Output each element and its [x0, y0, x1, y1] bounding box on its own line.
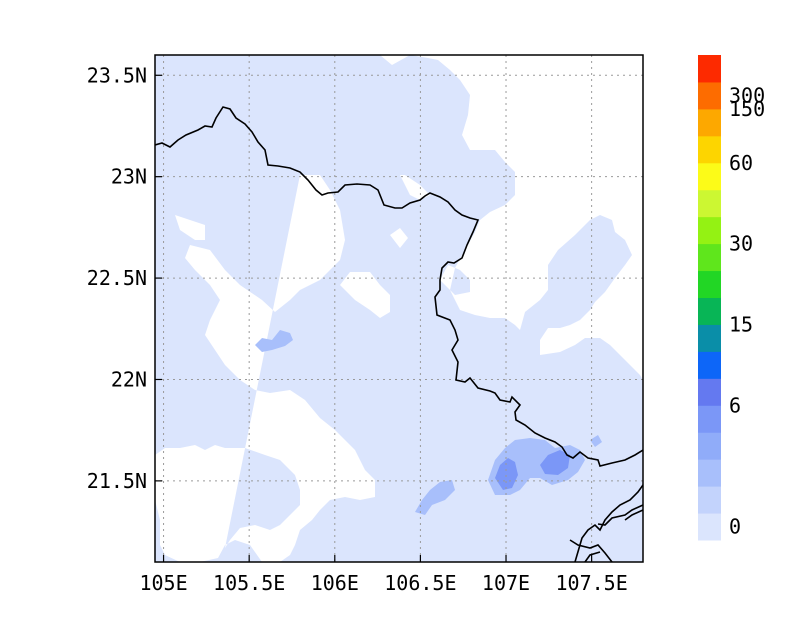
colorbar-swatch [698, 162, 721, 191]
colorbar-swatch [698, 81, 721, 110]
coastline-islands [569, 484, 643, 562]
precip-core-center [415, 480, 455, 515]
colorbar-label: 60 [729, 151, 753, 175]
colorbar-swatch [698, 108, 721, 137]
colorbar-swatch [698, 216, 721, 245]
y-tick-label: 22N [111, 367, 147, 391]
colorbar-swatch [698, 405, 721, 433]
precip-core-east-dot [590, 435, 602, 447]
x-tick-label: 106.5E [384, 571, 456, 595]
y-tick-label: 23.5N [87, 63, 147, 87]
x-axis: 105E 105.5E 106E 106.5E 107E 107.5E [139, 555, 628, 595]
colorbar-swatch [698, 135, 721, 164]
x-tick-label: 105E [139, 571, 187, 595]
x-tick-label: 107E [482, 571, 530, 595]
map-frame [154, 54, 644, 563]
y-axis: 23.5N 23N 22.5N 22N 21.5N [87, 63, 162, 493]
colorbar-swatch [698, 513, 721, 541]
precip-cores [255, 330, 602, 515]
x-tick-label: 107.5E [556, 571, 628, 595]
y-tick-label: 22.5N [87, 266, 147, 290]
colorbar-swatch [698, 270, 721, 298]
colorbar-swatch [698, 459, 721, 487]
colorbar-swatch [698, 486, 721, 514]
graticule [155, 55, 643, 562]
colorbar-swatch [698, 189, 721, 218]
colorbar-label: 150 [729, 97, 765, 121]
colorbar-swatch [698, 243, 721, 272]
colorbar-swatch [698, 324, 721, 352]
map-plot-area [155, 55, 643, 562]
colorbar-swatch [698, 55, 721, 83]
colorbar-swatch [698, 351, 721, 379]
precip-core-south-strong-b [540, 450, 570, 475]
colorbar-label: 15 [729, 312, 753, 336]
country-border [155, 106, 643, 467]
coast-south [584, 551, 601, 562]
precip-area [155, 55, 643, 562]
colorbar-swatch [698, 432, 721, 460]
x-tick-label: 105.5E [213, 571, 285, 595]
colorbar-swatch [698, 378, 721, 406]
colorbar-label: 30 [729, 232, 753, 256]
colorbar-label: 300 [729, 83, 765, 107]
colorbar-label: 0 [729, 515, 741, 539]
y-tick-label: 23N [111, 165, 147, 189]
y-tick-label: 21.5N [87, 469, 147, 493]
colorbar-label: 6 [729, 393, 741, 417]
x-tick-label: 106E [311, 571, 359, 595]
precip-core-west [255, 330, 293, 352]
colorbar-swatch [698, 297, 721, 325]
precip-core-south-strong-a [495, 458, 518, 490]
